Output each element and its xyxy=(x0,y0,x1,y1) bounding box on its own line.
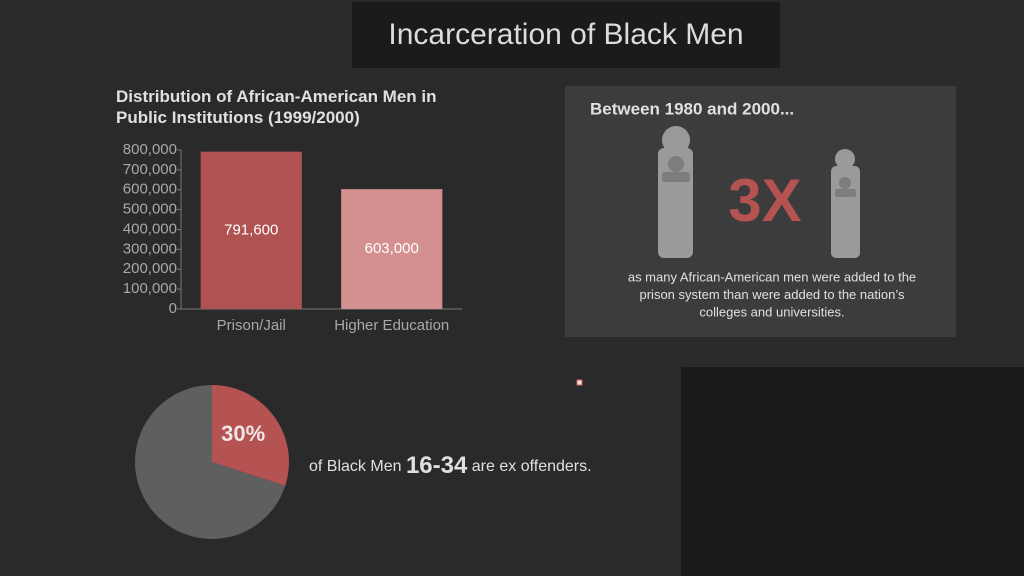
page-title: Incarceration of Black Men xyxy=(388,18,743,51)
y-tick-label: 600,000 xyxy=(123,181,177,198)
y-tick-label: 100,000 xyxy=(123,280,177,297)
y-tick-label: 800,000 xyxy=(123,141,177,158)
dark-panel xyxy=(681,367,1024,576)
value-label: 603,000 xyxy=(365,240,419,257)
bar-chart-title: Distribution of African-American Men in … xyxy=(116,87,437,127)
y-tick-label: 300,000 xyxy=(123,240,177,257)
pie-caption: of Black Men 16-34 are ex offenders. xyxy=(309,452,592,479)
panel-line: prison system than were added to the nat… xyxy=(640,287,905,302)
big-stat: 3X xyxy=(728,167,801,234)
y-tick-label: 0 xyxy=(169,300,177,317)
slice-label: 30% xyxy=(221,421,265,446)
x-tick-label: Prison/Jail xyxy=(217,317,286,334)
x-tick-label: Higher Education xyxy=(334,317,449,334)
y-tick-label: 200,000 xyxy=(123,260,177,277)
panel-text: as many African-American men were added … xyxy=(628,269,916,319)
marker xyxy=(576,379,583,386)
caption-highlight: 16-34 xyxy=(406,452,468,479)
bar xyxy=(341,189,443,309)
y-tick-label: 500,000 xyxy=(123,201,177,218)
value-label: 791,600 xyxy=(224,221,278,238)
title-box xyxy=(352,2,780,68)
stat-panel xyxy=(565,86,956,337)
figure-small-inner xyxy=(835,177,856,197)
bar-chart: 0 100,000 200,000 300,000 400,000 500,000 600,… xyxy=(123,141,462,334)
figure-inner xyxy=(662,156,690,182)
panel-line: colleges and universities. xyxy=(699,304,844,319)
pie-slice xyxy=(135,385,286,540)
pie-chart: 30% xyxy=(135,385,289,540)
y-tick-label: 700,000 xyxy=(123,161,177,178)
bar xyxy=(200,151,302,309)
y-tick-label: 400,000 xyxy=(123,220,177,237)
pie-slice xyxy=(212,385,289,486)
panel-line: as many African-American men were added … xyxy=(628,269,916,284)
caption-prefix: of Black Men xyxy=(309,458,401,475)
caption-suffix: are ex offenders. xyxy=(472,458,592,475)
panel-heading: Between 1980 and 2000... xyxy=(590,99,794,118)
